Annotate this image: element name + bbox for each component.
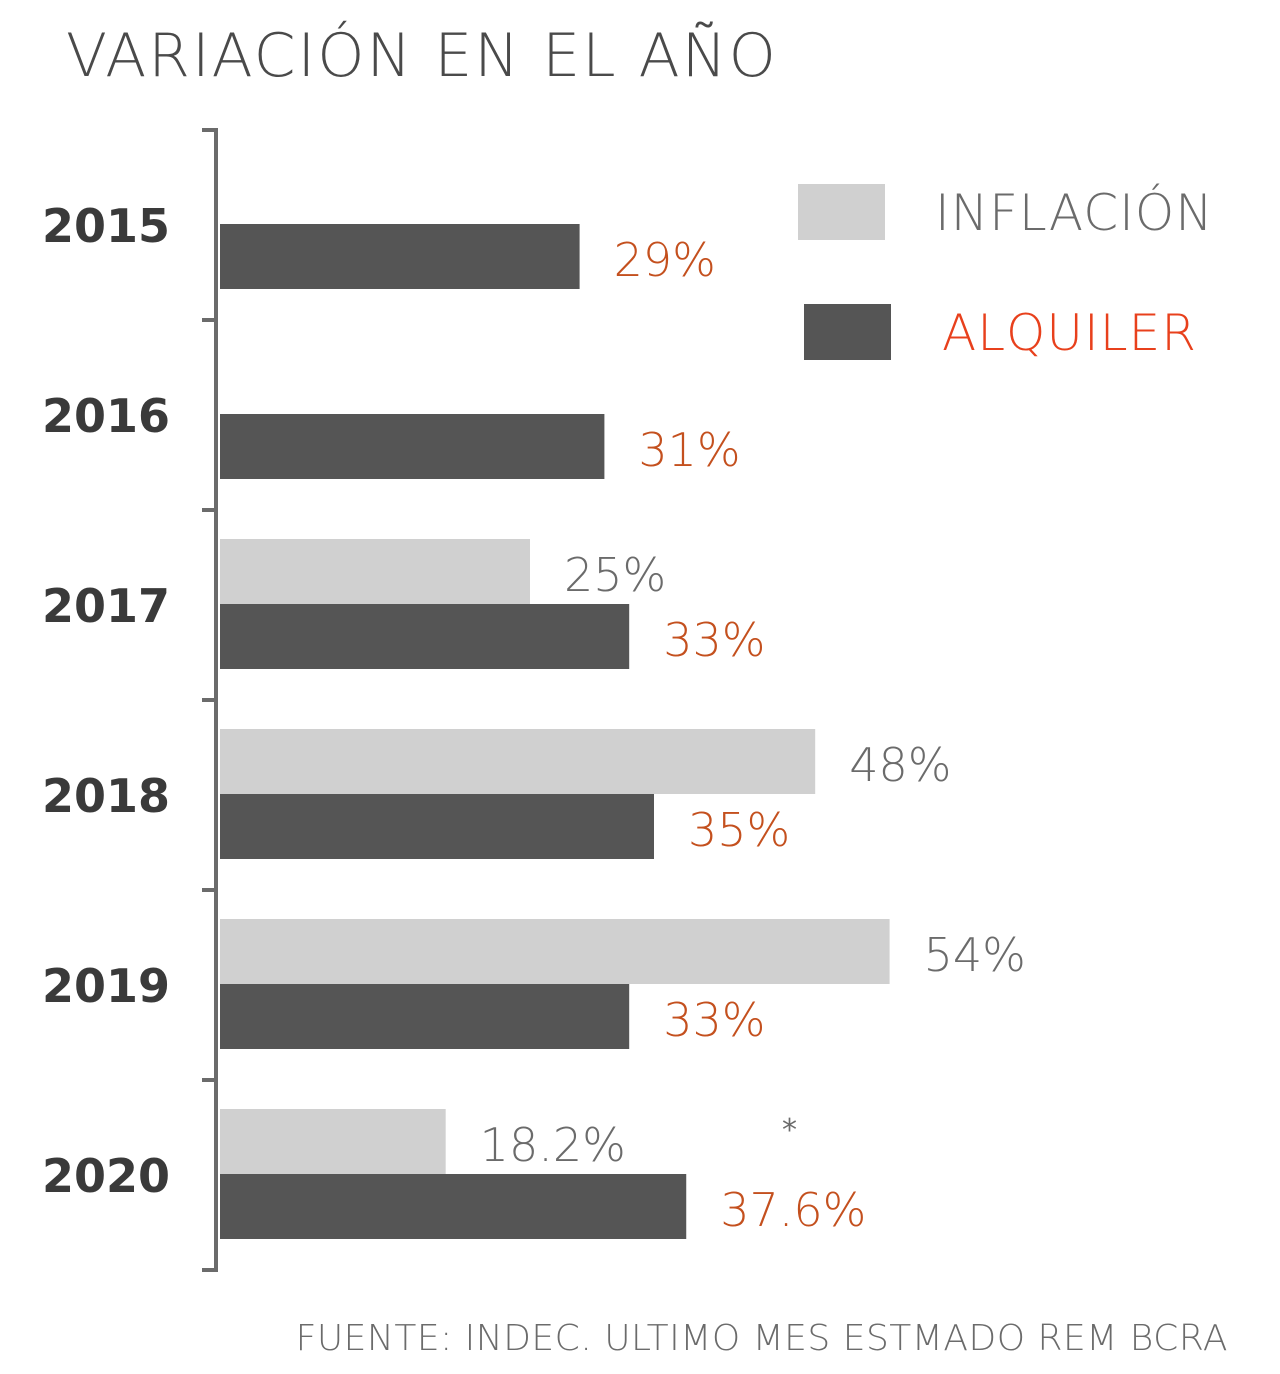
legend-label-alquiler: ALQUILER (942, 304, 1197, 362)
value-labels: 29% 31% 25% 33% 48% 35% 54% 33% 18.2% 37.6% (480, 233, 1026, 1237)
note-asterisk: * (782, 1113, 797, 1148)
value-label-alquiler-2018: 35% (688, 803, 790, 857)
year-labels: 2015 2016 2017 2018 2019 2020 (42, 199, 170, 1203)
chart-title: VARIACIÓN EN EL AÑO (66, 20, 778, 91)
legend-swatch-inflacion (798, 184, 885, 240)
year-label: 2020 (42, 1149, 170, 1203)
source-note: FUENTE: INDEC. ULTIMO MES ESTMADO REM BC… (296, 1318, 1228, 1359)
value-label-inflacion-2018: 48% (849, 738, 951, 792)
value-label-alquiler-2015: 29% (614, 233, 716, 287)
bar-inflacion-2019 (220, 919, 890, 984)
legend: INFLACIÓN ALQUILER (798, 183, 1214, 362)
value-label-alquiler-2016: 31% (638, 423, 740, 477)
bar-alquiler-2018 (220, 794, 654, 859)
year-label: 2016 (42, 389, 170, 443)
legend-label-inflacion: INFLACIÓN (935, 183, 1214, 242)
bar-inflacion-2020 (220, 1109, 446, 1174)
bar-alquiler-2016 (220, 414, 605, 479)
value-label-inflacion-2020: 18.2% (480, 1118, 626, 1172)
value-label-alquiler-2019: 33% (663, 993, 765, 1047)
year-label: 2017 (42, 579, 170, 633)
value-label-inflacion-2017: 25% (564, 548, 666, 602)
bar-inflacion-2017 (220, 539, 530, 604)
bar-alquiler-2015 (220, 224, 580, 289)
value-label-alquiler-2020: 37.6% (720, 1183, 866, 1237)
year-label: 2018 (42, 769, 170, 823)
bar-alquiler-2020 (220, 1174, 687, 1239)
bar-inflacion-2018 (220, 729, 816, 794)
category-axis (202, 128, 218, 1272)
legend-swatch-alquiler (804, 304, 891, 360)
year-label: 2015 (42, 199, 170, 253)
bar-alquiler-2019 (220, 984, 630, 1049)
value-label-inflacion-2019: 54% (924, 928, 1026, 982)
bar-alquiler-2017 (220, 604, 630, 669)
value-label-alquiler-2017: 33% (663, 613, 765, 667)
year-label: 2019 (42, 959, 170, 1013)
bars (220, 224, 890, 1239)
